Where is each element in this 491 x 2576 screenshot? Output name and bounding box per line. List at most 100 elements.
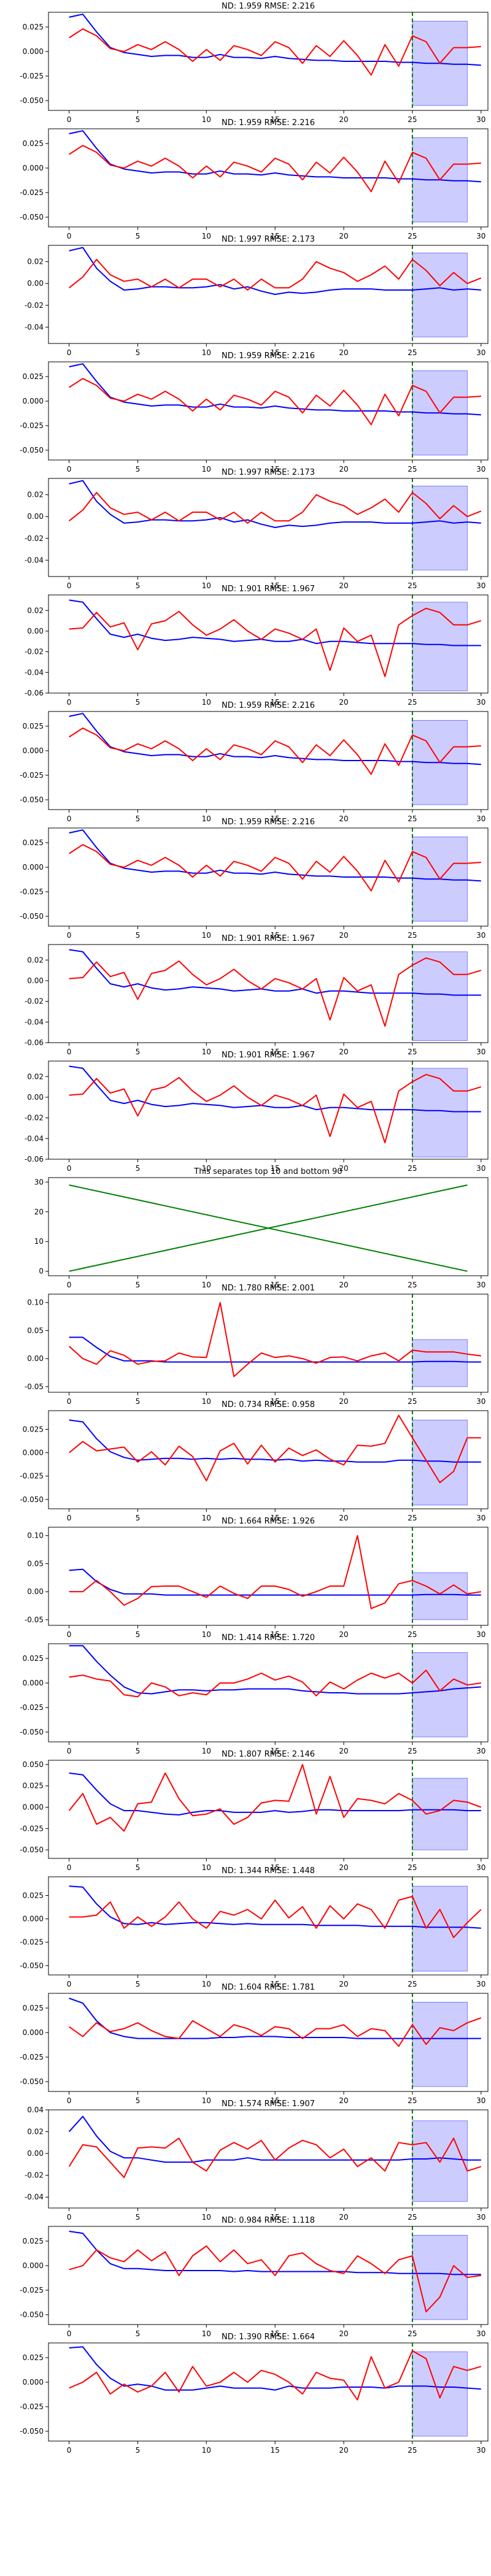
x-tick-label: 15 <box>271 1397 280 1406</box>
x-tick-label: 10 <box>202 348 211 357</box>
y-tick-label: -0.02 <box>25 2171 44 2180</box>
x-tick-label: 30 <box>476 2213 485 2221</box>
confidence-band <box>412 1652 468 1738</box>
x-tick-label: 20 <box>339 1747 348 1755</box>
actual-line <box>69 145 481 193</box>
confidence-band <box>412 1339 468 1387</box>
x-tick-label: 20 <box>339 815 348 823</box>
x-tick-label: 20 <box>339 1514 348 1522</box>
actual-line <box>68 2137 482 2179</box>
y-tick-label: -0.050 <box>20 912 44 921</box>
actual-line <box>68 1764 482 1832</box>
x-tick-label: 30 <box>476 2096 485 2105</box>
subplot: ND: 0.984 RMSE: 1.118 0 5 10 15 20 25 30 0.025 0.… <box>20 2216 489 2338</box>
y-tick-label: -0.025 <box>20 1703 44 1712</box>
y-tick-label: -0.025 <box>20 421 44 430</box>
actual-line <box>69 1669 481 1698</box>
forecast-line <box>69 1419 481 1463</box>
cross-line <box>69 1184 468 1272</box>
y-tick-label: -0.04 <box>25 2193 44 2201</box>
plot-frame <box>48 1993 489 2092</box>
actual-line <box>69 1073 482 1144</box>
x-tick-label: 5 <box>136 1048 141 1056</box>
plot-frame <box>48 478 489 577</box>
plot-frame <box>48 2342 489 2442</box>
y-tick-label: -0.06 <box>25 689 44 697</box>
x-tick-label: 20 <box>339 931 348 940</box>
x-tick-label: 0 <box>67 1397 72 1406</box>
y-tick-label: 0.02 <box>27 491 44 499</box>
x-tick-label: 10 <box>202 232 211 240</box>
y-tick-label: 0.02 <box>27 1072 44 1081</box>
x-tick-label: 5 <box>136 2446 141 2455</box>
y-tick-label: 0.02 <box>27 258 44 266</box>
subplot: ND: 1.807 RMSE: 2.146 0 5 10 15 20 25 30 0.050 0.… <box>20 1750 489 1872</box>
x-tick-label: 5 <box>136 348 141 357</box>
y-tick-label: 0.02 <box>27 2128 44 2136</box>
y-tick-label: -0.025 <box>20 1938 44 1947</box>
subplot-title: This separates top 10 and bottom 90 <box>193 1167 342 1176</box>
forecast-line <box>69 1998 481 2039</box>
x-tick-label: 10 <box>202 115 211 124</box>
y-tick-label: 20 <box>34 1208 44 1216</box>
y-tick-label: -0.050 <box>20 213 44 221</box>
x-tick-label: 10 <box>202 698 211 707</box>
x-tick-label: 25 <box>408 115 417 124</box>
x-tick-label: 10 <box>202 465 211 473</box>
actual-line <box>69 1896 482 1938</box>
subplot-title: ND: 1.664 RMSE: 1.926 <box>222 1517 315 1526</box>
x-tick-label: 5 <box>136 465 141 473</box>
x-tick-label: 15 <box>271 1630 280 1639</box>
y-tick-label: 0.025 <box>23 2004 44 2012</box>
y-tick-label: 0 <box>39 1267 44 1276</box>
y-tick-label: 0.05 <box>27 1326 44 1335</box>
subplot: ND: 1.574 RMSE: 1.907 0 5 10 15 20 25 30 0.04 0.0… <box>25 2099 489 2221</box>
actual-line <box>69 28 481 76</box>
x-tick-label: 10 <box>202 581 211 590</box>
x-tick-label: 5 <box>136 815 141 823</box>
plot-frame <box>48 361 489 461</box>
x-tick-label: 20 <box>339 1980 348 1988</box>
plot-frame <box>48 1060 489 1160</box>
actual-line <box>69 607 482 678</box>
y-tick-label: 0.00 <box>27 512 44 521</box>
x-tick-label: 15 <box>271 1514 280 1522</box>
subplot: ND: 1.344 RMSE: 1.448 0 5 10 15 20 25 30 0.025 0.… <box>20 1866 489 1988</box>
y-tick-label: 0.025 <box>23 2353 44 2362</box>
plot-frame <box>48 128 489 228</box>
x-tick-label: 30 <box>476 931 485 940</box>
x-tick-label: 20 <box>339 2329 348 2338</box>
plot-frame <box>48 711 489 810</box>
x-tick-label: 30 <box>476 698 485 707</box>
x-tick-label: 25 <box>408 348 417 357</box>
x-tick-label: 15 <box>271 2213 280 2221</box>
x-tick-label: 0 <box>67 115 72 124</box>
forecast-line <box>69 247 481 295</box>
subplot: ND: 1.901 RMSE: 1.967 0 5 10 15 20 25 30 0.02 0.0… <box>25 934 489 1056</box>
x-tick-label: 0 <box>67 1514 72 1522</box>
x-tick-label: 25 <box>408 1281 417 1289</box>
confidence-band <box>412 1885 468 1972</box>
x-tick-label: 15 <box>271 1164 280 1173</box>
x-tick-label: 30 <box>476 1863 485 1872</box>
x-tick-label: 15 <box>271 2096 280 2105</box>
y-tick-label: 0.000 <box>23 2261 44 2270</box>
x-tick-label: 0 <box>67 465 72 473</box>
x-tick-label: 0 <box>67 815 72 823</box>
x-tick-label: 25 <box>408 581 417 590</box>
confidence-band <box>412 1777 468 1850</box>
forecast-line <box>69 713 481 765</box>
x-tick-label: 5 <box>136 1281 141 1289</box>
x-tick-label: 5 <box>136 581 141 590</box>
subplot-title: ND: 1.959 RMSE: 2.216 <box>222 351 315 361</box>
x-tick-label: 5 <box>136 2329 141 2338</box>
x-tick-label: 0 <box>67 232 72 240</box>
y-tick-label: 0.000 <box>23 746 44 755</box>
x-tick-label: 0 <box>67 698 72 707</box>
x-tick-label: 15 <box>271 698 280 707</box>
x-tick-label: 25 <box>408 2096 417 2105</box>
subplot-title: ND: 1.997 RMSE: 2.173 <box>222 468 315 477</box>
x-tick-label: 5 <box>136 1397 141 1406</box>
x-tick-label: 25 <box>408 465 417 473</box>
y-tick-label: -0.025 <box>20 2402 44 2411</box>
